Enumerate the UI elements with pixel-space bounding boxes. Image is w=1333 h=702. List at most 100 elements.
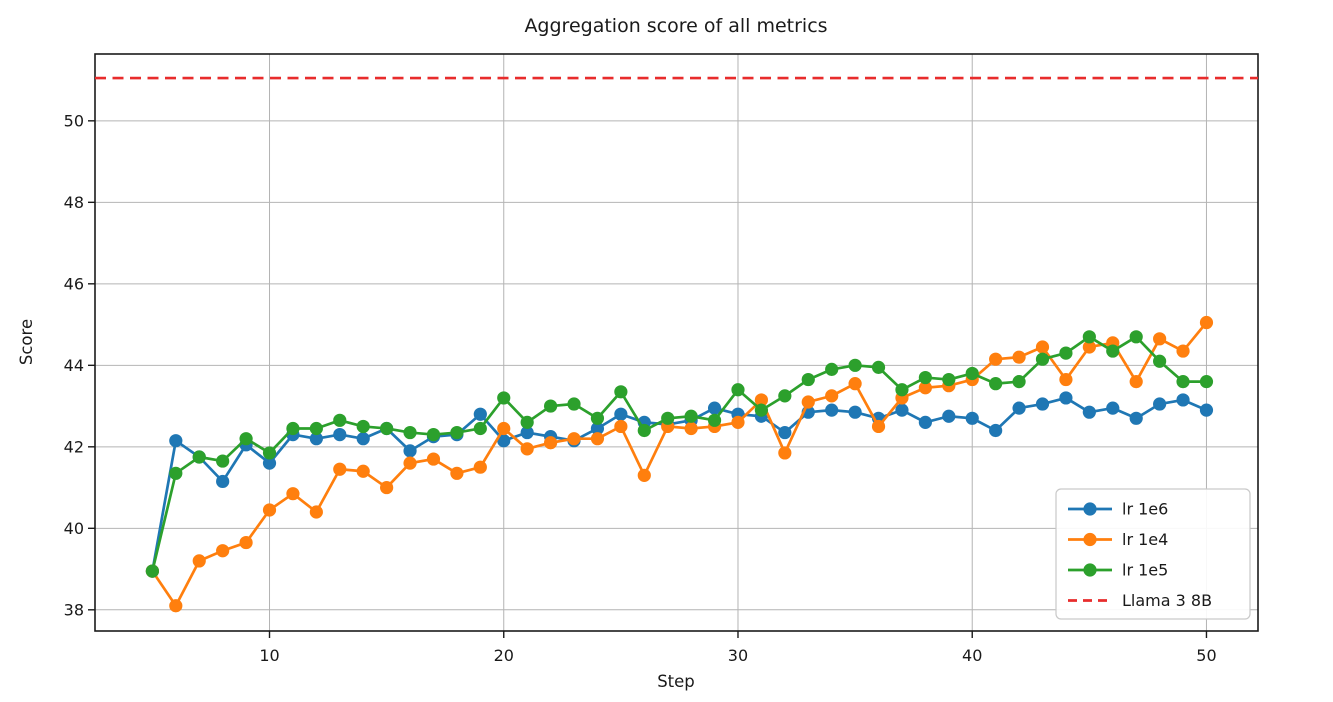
x-tick-label: 20 bbox=[494, 646, 514, 665]
data-point bbox=[1059, 391, 1073, 405]
data-point bbox=[520, 415, 534, 429]
data-point bbox=[989, 352, 1003, 366]
data-point bbox=[637, 468, 651, 482]
data-point bbox=[825, 403, 839, 417]
data-point bbox=[356, 432, 370, 446]
data-point bbox=[778, 425, 792, 440]
legend-box bbox=[1055, 488, 1251, 620]
data-point bbox=[520, 425, 534, 440]
data-point bbox=[426, 452, 441, 466]
legend-sample-marker bbox=[1083, 502, 1097, 516]
data-point bbox=[309, 421, 323, 436]
y-tick-label: 44 bbox=[64, 356, 84, 375]
data-point bbox=[1129, 375, 1143, 389]
data-point bbox=[754, 403, 769, 417]
data-point bbox=[614, 385, 628, 399]
data-point bbox=[1059, 346, 1073, 360]
y-tick-label: 48 bbox=[64, 193, 84, 212]
data-point bbox=[356, 419, 370, 434]
data-point bbox=[707, 413, 722, 427]
data-point bbox=[848, 405, 862, 419]
data-point bbox=[333, 427, 347, 442]
data-point bbox=[965, 366, 979, 381]
data-point bbox=[1059, 372, 1073, 387]
data-point bbox=[825, 362, 839, 376]
legend-entry-label: lr 1e5 bbox=[1122, 561, 1168, 580]
legend-entry-label: Llama 3 8B bbox=[1122, 591, 1212, 610]
data-point bbox=[286, 421, 300, 436]
data-point bbox=[801, 372, 815, 387]
data-point bbox=[684, 421, 698, 436]
data-point bbox=[403, 444, 417, 458]
data-point bbox=[543, 399, 558, 413]
data-point bbox=[590, 411, 605, 425]
data-point bbox=[426, 427, 441, 442]
data-point bbox=[473, 421, 487, 436]
x-axis-label: Step bbox=[657, 672, 695, 691]
data-point bbox=[871, 360, 886, 374]
data-point bbox=[895, 383, 909, 397]
data-point bbox=[216, 454, 230, 468]
legend-entry-label: lr 1e6 bbox=[1122, 500, 1168, 519]
data-point bbox=[590, 432, 605, 446]
legend-entry-label: lr 1e4 bbox=[1122, 530, 1168, 549]
data-point bbox=[614, 407, 628, 421]
data-point bbox=[754, 393, 769, 407]
y-tick-label: 46 bbox=[64, 274, 84, 293]
data-point bbox=[918, 370, 932, 385]
data-point bbox=[1012, 401, 1026, 415]
data-point bbox=[543, 436, 558, 450]
data-point bbox=[637, 423, 651, 438]
data-point bbox=[965, 411, 979, 425]
x-tick-label: 40 bbox=[962, 646, 982, 665]
ticks: 10 20 30 40 50 38 40 42 44 46 48 50 bbox=[64, 111, 1217, 665]
data-point bbox=[333, 413, 347, 427]
data-point bbox=[216, 544, 230, 558]
data-point bbox=[286, 487, 300, 501]
axes-spines bbox=[94, 53, 1259, 632]
data-point bbox=[1153, 332, 1167, 346]
data-point bbox=[497, 421, 511, 436]
data-point bbox=[450, 425, 464, 440]
data-point bbox=[567, 432, 581, 446]
data-point bbox=[942, 372, 956, 387]
data-point bbox=[918, 415, 932, 429]
data-point bbox=[871, 419, 886, 434]
data-point bbox=[1082, 330, 1096, 344]
data-point bbox=[1082, 340, 1096, 354]
legend-entry-Llama-3-8B: Llama 3 8B bbox=[1068, 591, 1212, 610]
legend: lr 1e6 lr 1e4 lr 1e5 Llama 3 8B bbox=[1055, 488, 1251, 620]
series-lr-1e5 bbox=[145, 330, 1214, 578]
data-point bbox=[309, 505, 323, 519]
data-point bbox=[473, 460, 487, 474]
data-point bbox=[1176, 344, 1190, 358]
data-point bbox=[801, 395, 815, 409]
data-point bbox=[239, 535, 253, 550]
data-point bbox=[895, 403, 909, 417]
series-lr-1e4 bbox=[145, 315, 1214, 613]
data-point bbox=[590, 421, 605, 436]
data-point bbox=[778, 446, 792, 460]
data-point bbox=[1199, 403, 1214, 417]
x-tick-label: 30 bbox=[728, 646, 748, 665]
data-point bbox=[380, 480, 394, 495]
x-tick-label: 50 bbox=[1196, 646, 1216, 665]
data-point bbox=[1129, 330, 1143, 344]
data-point bbox=[239, 432, 253, 446]
data-point bbox=[192, 554, 206, 568]
data-point bbox=[192, 450, 206, 464]
data-point bbox=[497, 391, 511, 405]
data-point bbox=[262, 503, 277, 517]
data-point bbox=[1012, 375, 1026, 389]
data-point bbox=[216, 474, 230, 489]
legend-entry-lr-1e4: lr 1e4 bbox=[1068, 530, 1168, 549]
data-point bbox=[520, 442, 534, 456]
series-line bbox=[151, 396, 1208, 572]
data-point bbox=[684, 409, 698, 423]
legend-sample-marker bbox=[1083, 563, 1097, 577]
data-point bbox=[707, 401, 722, 415]
series-lr-1e6 bbox=[145, 391, 1214, 578]
